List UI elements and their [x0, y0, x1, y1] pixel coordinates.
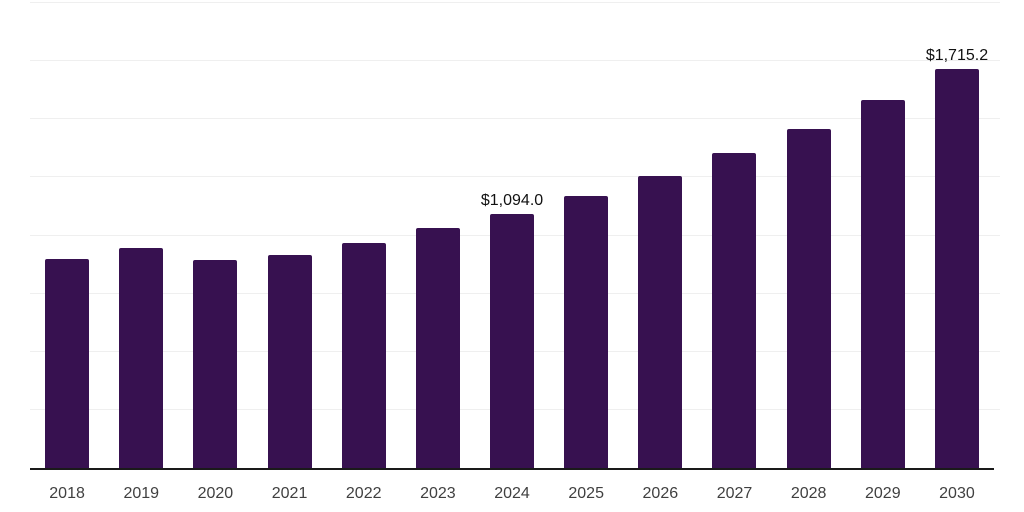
bar-group-2029 [846, 3, 920, 468]
x-tick-label-2020: 2020 [197, 485, 234, 502]
gridline-2000 [30, 2, 1000, 3]
x-tick-label-2021: 2021 [271, 485, 308, 502]
bar-group-2024: $1,094.0 [475, 3, 549, 468]
bar-value-label-2024: $1,094.0 [480, 191, 544, 209]
bars-container: $1,094.0 $1,715.2 [30, 3, 994, 468]
x-tick-label-2023: 2023 [420, 485, 456, 502]
plot-area: $1,094.0 $1,715.2 [30, 2, 1000, 470]
x-tick-label-2025: 2025 [568, 485, 604, 502]
bar-2020 [193, 260, 238, 468]
x-tick-label-2019: 2019 [123, 485, 160, 502]
bar-2018 [45, 258, 90, 468]
bar-2025 [564, 196, 609, 468]
x-tick-label-2024: 2024 [494, 485, 530, 502]
x-tick-label-2028: 2028 [790, 485, 827, 502]
x-tick-label-2026: 2026 [642, 485, 679, 502]
gridline-1750 [30, 60, 1000, 62]
x-tick-label-2027: 2027 [716, 485, 753, 502]
gridline-1250 [30, 176, 1000, 178]
bar-group-2028 [772, 3, 846, 468]
bar-2028 [786, 129, 831, 468]
bar-2030 [934, 69, 979, 468]
bar-group-2018 [30, 3, 104, 468]
bar-2027 [712, 153, 757, 468]
gridline-1500 [30, 118, 1000, 120]
bar-2021 [267, 255, 312, 468]
bar-group-2030: $1,715.2 [920, 3, 994, 468]
bar-2024 [490, 213, 535, 468]
bar-value-label-2030: $1,715.2 [925, 47, 989, 65]
bar-group-2020 [178, 3, 252, 468]
x-tick-label-2022: 2022 [345, 485, 382, 502]
bar-group-2023 [401, 3, 475, 468]
x-tick-label-2029: 2029 [865, 485, 901, 502]
x-tick-label-2030: 2030 [939, 485, 975, 502]
bar-group-2022 [327, 3, 401, 468]
x-tick-label-2018: 2018 [49, 485, 85, 502]
bar-group-2021 [252, 3, 326, 468]
bar-group-2025 [549, 3, 623, 468]
bar-2029 [860, 100, 905, 468]
bar-2023 [415, 228, 460, 468]
x-axis-labels: 2018 2019 2020 2021 2022 2023 2024 2025 2026 2027… [30, 484, 994, 504]
bar-group-2019 [104, 3, 178, 468]
bar-2022 [341, 242, 386, 468]
bar-2026 [638, 176, 683, 468]
bar-group-2027 [697, 3, 771, 468]
bar-2019 [119, 248, 164, 468]
bar-group-2026 [623, 3, 697, 468]
